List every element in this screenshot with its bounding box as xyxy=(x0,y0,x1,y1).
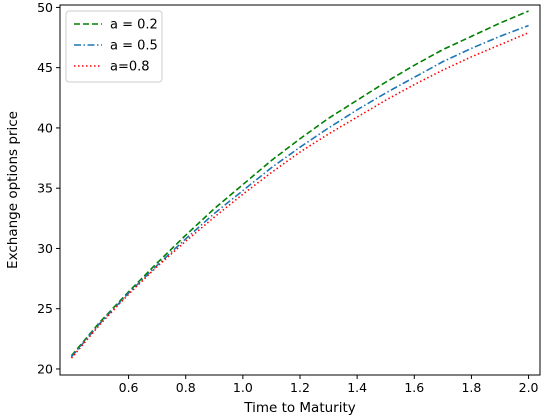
y-tick-label: 25 xyxy=(37,301,53,316)
y-axis-label: Exchange options price xyxy=(5,111,21,269)
y-tick-label: 40 xyxy=(37,120,53,135)
y-axis: 20 25 30 35 40 45 50 xyxy=(37,0,60,376)
x-tick-label: 2.0 xyxy=(519,380,539,395)
x-axis: 0.6 0.8 1.0 1.2 1.4 1.6 1.8 2.0 xyxy=(119,375,539,395)
legend: a = 0.2 a = 0.5 a=0.8 xyxy=(65,10,163,83)
series-layer xyxy=(70,10,529,359)
x-axis-label: Time to Maturity xyxy=(243,400,356,416)
series-line-2 xyxy=(70,24,529,358)
legend-label-1: a = 0.2 xyxy=(110,18,158,33)
x-tick-label: 1.2 xyxy=(290,380,310,395)
x-tick-label: 1.4 xyxy=(347,380,367,395)
y-tick-label: 50 xyxy=(37,0,53,15)
x-tick-label: 1.6 xyxy=(404,380,424,395)
x-tick-label: 0.6 xyxy=(119,380,139,395)
legend-box xyxy=(65,10,163,83)
plot-frame xyxy=(59,4,541,376)
y-tick-label: 30 xyxy=(37,241,53,256)
legend-label-2: a = 0.5 xyxy=(110,39,158,54)
x-tick-label: 1.8 xyxy=(461,380,481,395)
series-line-1 xyxy=(70,10,529,357)
y-tick-label: 20 xyxy=(37,361,53,376)
x-tick-label: 1.0 xyxy=(233,380,253,395)
y-tick-label: 35 xyxy=(37,181,53,196)
x-tick-label: 0.8 xyxy=(176,380,196,395)
series-line-3 xyxy=(70,31,529,359)
legend-label-3: a=0.8 xyxy=(110,60,150,75)
y-tick-label: 45 xyxy=(37,60,53,75)
